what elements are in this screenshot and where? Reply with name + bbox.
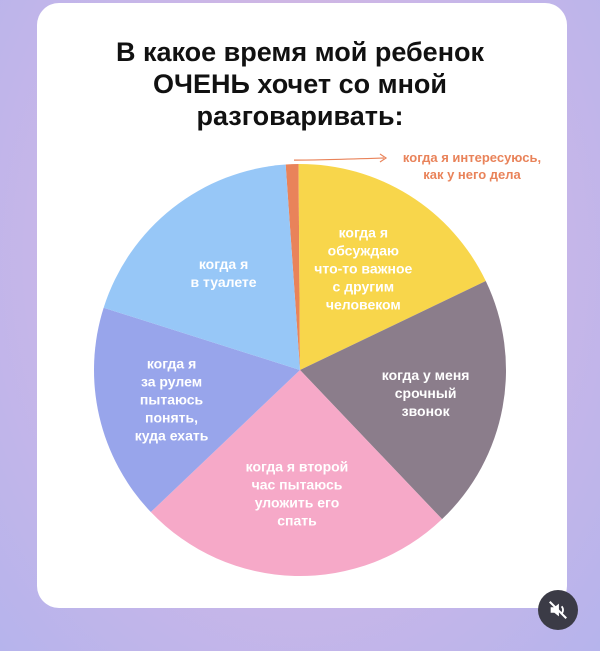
slice-label-1: как у него дела (423, 167, 521, 182)
pie-slice-5 (94, 307, 301, 513)
slice-label-6: когда я (199, 256, 248, 272)
slice-label-1: когда я интересуюсь, (403, 150, 541, 165)
slice-label-6: в туалете (191, 274, 257, 290)
mute-button[interactable] (538, 590, 578, 630)
slice-label-2: когда я (339, 225, 388, 241)
speaker-muted-icon (549, 601, 567, 619)
pie-slice-3 (300, 280, 506, 520)
slice-label-3: срочный (395, 385, 457, 401)
slice-label-5: понять, (145, 410, 198, 426)
slice-label-2: человеком (326, 297, 401, 313)
slice-label-4: уложить его (255, 495, 340, 511)
slice-label-5: куда ехать (135, 428, 209, 444)
slice-label-2: что-то важное (314, 261, 412, 277)
slice-label-3: звонок (402, 403, 451, 419)
leader-arrow (379, 153, 388, 163)
chart-title: В какое время мой ребенок ОЧЕНЬ хочет со… (0, 36, 600, 132)
pie-slice-4 (150, 370, 443, 576)
leader-line (294, 157, 385, 161)
title-line-1: В какое время мой ребенок (115, 37, 485, 67)
pie-slice-6 (103, 164, 300, 370)
slice-label-5: когда я (147, 356, 196, 372)
slice-label-5: за рулем (141, 374, 202, 390)
title-line-3: разговаривать: (196, 101, 404, 131)
pie-slice-2 (298, 164, 486, 370)
slice-label-4: час пытаюсь (252, 477, 343, 493)
slice-label-3: когда у меня (382, 367, 470, 383)
slice-label-5: пытаюсь (140, 392, 204, 408)
slice-label-2: обсуждаю (328, 243, 399, 259)
slice-label-4: спать (277, 513, 317, 529)
slice-label-4: когда я второй (246, 459, 349, 475)
title-line-2: ОЧЕНЬ хочет со мной (153, 69, 447, 99)
slice-label-2: с другим (333, 279, 395, 295)
pie-slice-1 (285, 164, 300, 370)
